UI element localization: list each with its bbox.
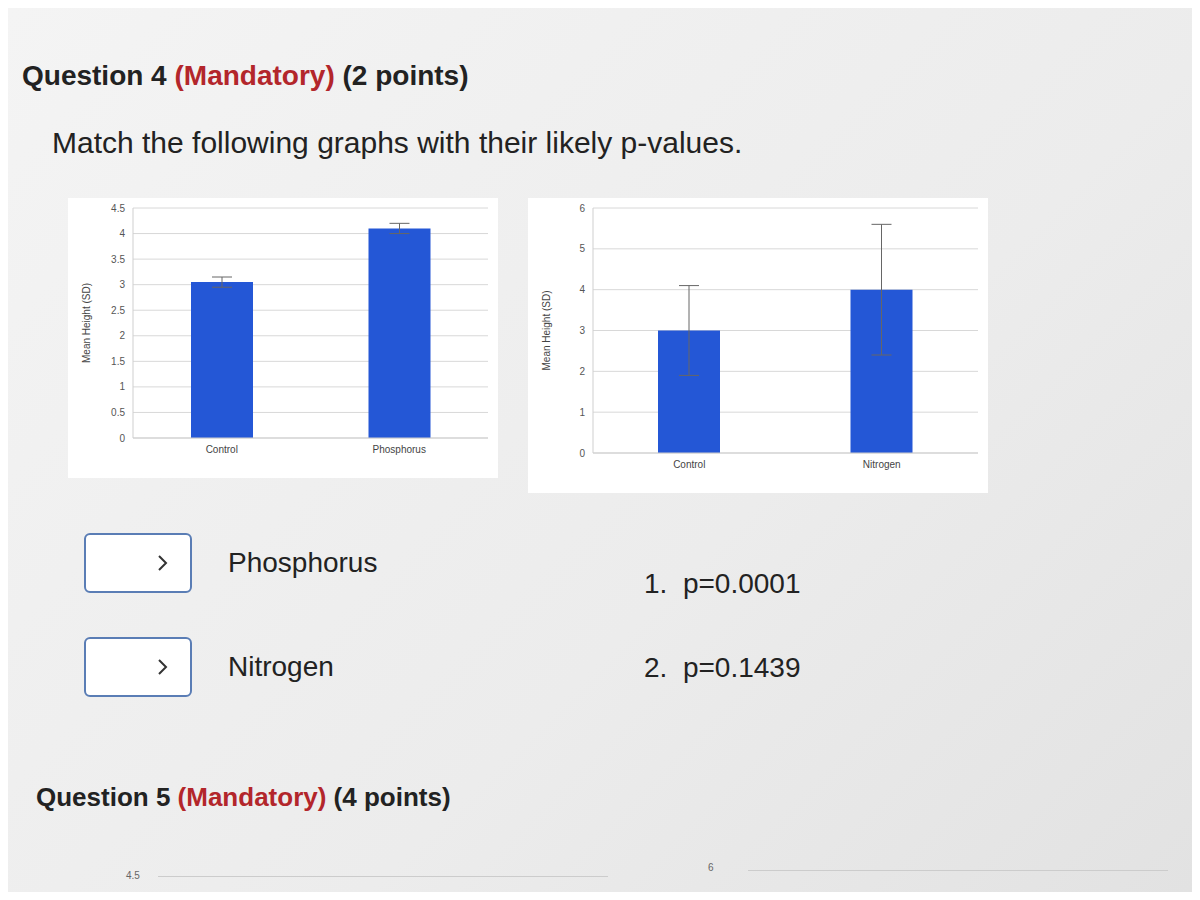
- html-text:p=0.0001: p=0.0001: [682, 568, 801, 599]
- svg-text:Phosphorus: Phosphorus: [373, 444, 426, 455]
- html-text:Nitrogen: Nitrogen: [228, 651, 334, 682]
- svg-text:1: 1: [119, 381, 125, 392]
- html-text:6: 6: [708, 862, 714, 873]
- svg-text:4: 4: [119, 228, 125, 239]
- svg-text:4.5: 4.5: [111, 203, 125, 214]
- svg-text:6: 6: [579, 203, 585, 214]
- svg-text:Mean Height (SD): Mean Height (SD): [81, 283, 92, 363]
- html-text:Phosphorus: Phosphorus: [228, 547, 378, 578]
- svg-text:Nitrogen: Nitrogen: [863, 459, 901, 470]
- svg-text:2.5: 2.5: [111, 305, 125, 316]
- svg-text:0.5: 0.5: [111, 407, 125, 418]
- svg-text:0: 0: [119, 433, 125, 444]
- html-text:Question 4 (Mandatory) (2 poin: Question 4 (Mandatory) (2 points): [22, 60, 469, 91]
- svg-text:3: 3: [579, 325, 585, 336]
- svg-text:1: 1: [579, 407, 585, 418]
- svg-text:Control: Control: [206, 444, 238, 455]
- svg-text:2: 2: [579, 366, 585, 377]
- html-text:1.: 1.: [644, 568, 668, 599]
- svg-text:5: 5: [579, 243, 585, 254]
- svg-text:1.5: 1.5: [111, 356, 125, 367]
- svg-text:2: 2: [119, 330, 125, 341]
- html-text:2.: 2.: [644, 652, 668, 683]
- html-text:p=0.1439: p=0.1439: [682, 652, 801, 683]
- svg-text:Mean Height (SD): Mean Height (SD): [541, 290, 552, 370]
- html-text:4.5: 4.5: [126, 870, 140, 881]
- svg-text:3.5: 3.5: [111, 254, 125, 265]
- svg-text:Control: Control: [673, 459, 705, 470]
- svg-text:0: 0: [579, 448, 585, 459]
- svg-text:4: 4: [579, 284, 585, 295]
- html-text:Question 5 (Mandatory) (4 poin: Question 5 (Mandatory) (4 points): [36, 782, 451, 812]
- svg-text:3: 3: [119, 279, 125, 290]
- html-text:Match the following graphs wit: Match the following graphs with their li…: [52, 126, 743, 159]
